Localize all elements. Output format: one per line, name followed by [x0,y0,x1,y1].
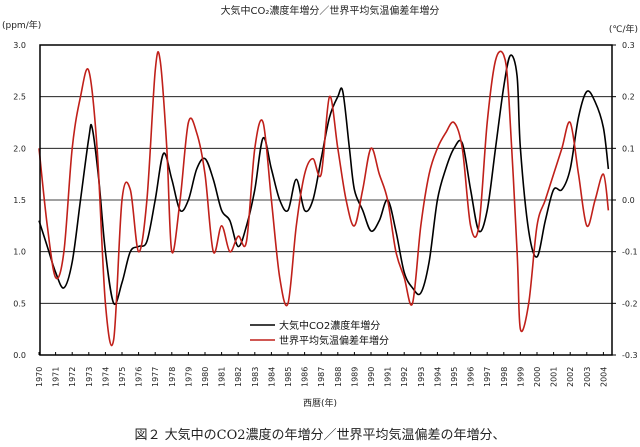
y2-tick-label: -0.2 [622,299,638,308]
co2-series-line [38,54,610,306]
x-tick-label: 1993 [417,367,426,387]
y-tick-label: 2.0 [13,144,26,153]
x-tick-label: 1980 [201,367,210,387]
x-tick-label: 1975 [118,367,127,387]
figure-caption: 図２ 大気中のCO2濃度の年増分／世界平均気温偏差の年増分、 [134,428,506,443]
y-tick-label: 0.5 [13,299,26,308]
x-tick-label: 1986 [301,367,310,387]
x-tick-label: 1994 [433,367,442,387]
x-tick-label: 1991 [384,367,393,387]
x-tick-label: 1978 [168,367,177,387]
y2-tick-label: 0.3 [622,41,635,50]
temperature-series-line [38,50,610,347]
x-tick-label: 1976 [135,367,144,387]
x-tick-label: 2000 [533,367,542,387]
x-tick-label: 1996 [467,367,476,387]
x-tick-label: 1990 [367,367,376,387]
x-tick-label: 1997 [483,367,492,387]
x-tick-label: 1985 [284,367,293,387]
y2-tick-label: -0.1 [622,248,638,257]
x-tick-label: 2001 [550,367,559,387]
chart-title: 大気中CO₂濃度年増分／世界平均気温偏差年増分 [221,4,440,17]
y-tick-label: 2.5 [13,93,26,102]
y2-tick-label: 0.2 [622,93,635,102]
x-tick-label: 1972 [68,367,77,387]
x-tick-label: 1981 [218,367,227,387]
y2-axis-label: (℃/年) [609,23,638,35]
x-tick-label: 1987 [317,367,326,387]
x-tick-label: 1973 [85,367,94,387]
chart: 大気中CO₂濃度年増分／世界平均気温偏差年増分 (ppm/年) (℃/年) 西暦… [2,4,638,409]
plot-frame [39,44,613,356]
x-tick-label: 1974 [101,367,110,387]
y2-tick-label: 0.1 [622,144,635,153]
y-tick-label: 1.5 [13,196,26,205]
x-tick-label: 2002 [566,367,575,387]
x-tick-label: 1977 [151,367,160,387]
x-tick-label: 1979 [184,367,193,387]
y2-tick-label: 0.0 [622,196,635,205]
x-tick-label: 1971 [52,367,61,387]
y-tick-label: 1.0 [13,248,26,257]
legend-label: 大気中CO2濃度年増分 [279,319,380,332]
x-tick-label: 1989 [350,367,359,387]
x-tick-label: 1995 [450,367,459,387]
legend-label: 世界平均気温偏差年増分 [279,334,389,347]
x-tick-label: 1983 [251,367,260,387]
y-tick-label: 0.0 [13,351,26,360]
x-tick-label: 1988 [334,367,343,387]
x-axis-label: 西暦(年) [303,397,337,409]
x-tick-label: 1982 [234,367,243,387]
y-tick-label: 3.0 [13,41,26,50]
y-axis-label: (ppm/年) [2,19,41,31]
x-tick-label: 1998 [500,367,509,387]
y2-tick-label: -0.3 [622,351,638,360]
x-tick-label: 2004 [599,367,608,387]
x-tick-label: 1970 [35,367,44,387]
x-tick-label: 1999 [516,367,525,387]
x-tick-label: 1992 [400,367,409,387]
x-tick-label: 2003 [583,367,592,387]
x-tick-label: 1984 [267,367,276,387]
